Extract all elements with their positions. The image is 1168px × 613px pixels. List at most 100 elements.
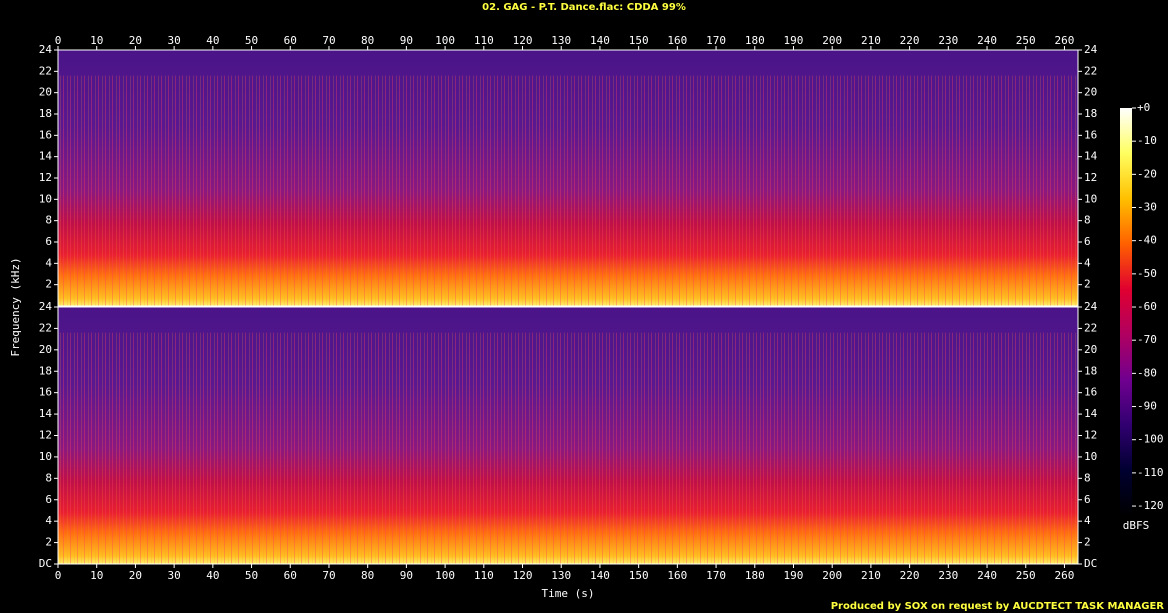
- x-tick-label: 20: [129, 34, 142, 47]
- x-tick-label: 70: [322, 34, 335, 47]
- y-tick-label: 8: [1084, 471, 1091, 484]
- x-tick-label: 100: [435, 34, 455, 47]
- x-tick-label: 100: [435, 569, 455, 582]
- y-tick-label: 20: [39, 86, 52, 99]
- colorbar-tick-label: -100: [1137, 433, 1164, 446]
- colorbar: [1120, 108, 1132, 516]
- y-tick-label: 14: [1084, 150, 1098, 163]
- x-tick-label: 160: [667, 569, 687, 582]
- x-tick-label: 10: [90, 569, 103, 582]
- y-tick-label: 10: [1084, 192, 1097, 205]
- x-tick-label: 200: [822, 34, 842, 47]
- y-tick-label: 6: [45, 493, 52, 506]
- colorbar-tick-label: -10: [1137, 134, 1157, 147]
- colorbar-tick-label: -120: [1137, 499, 1164, 512]
- x-tick-label: 140: [590, 34, 610, 47]
- y-tick-label: 24: [1084, 300, 1098, 313]
- x-tick-label: 120: [513, 34, 533, 47]
- colorbar-tick-label: -60: [1137, 300, 1157, 313]
- x-tick-label: 90: [400, 569, 413, 582]
- colorbar-tick-label: +0: [1137, 101, 1150, 114]
- x-tick-label: 80: [361, 569, 374, 582]
- y-tick-label: 2: [1084, 278, 1091, 291]
- x-tick-label: 250: [1016, 569, 1036, 582]
- spectrogram-texture: [58, 75, 1078, 306]
- x-tick-label: 50: [245, 569, 258, 582]
- y-tick-label: 20: [39, 343, 52, 356]
- x-tick-label: 140: [590, 569, 610, 582]
- y-tick-label: 22: [1084, 321, 1097, 334]
- y-tick-label: 10: [39, 450, 52, 463]
- y-tick-label: 10: [1084, 450, 1097, 463]
- x-tick-label: 130: [551, 34, 571, 47]
- x-tick-label: 210: [861, 34, 881, 47]
- y-tick-label: 10: [39, 192, 52, 205]
- y-tick-label: 18: [39, 107, 52, 120]
- y-tick-label: 6: [1084, 493, 1091, 506]
- x-tick-label: 170: [706, 34, 726, 47]
- y-tick-label: 14: [39, 150, 53, 163]
- y-tick-label: 12: [1084, 171, 1097, 184]
- y-tick-label: 2: [45, 536, 52, 549]
- x-tick-label: 180: [745, 34, 765, 47]
- y-tick-label: 12: [39, 429, 52, 442]
- y-tick-label: 18: [1084, 364, 1097, 377]
- x-tick-label: 40: [206, 34, 219, 47]
- x-tick-label: 200: [822, 569, 842, 582]
- x-tick-label: 60: [284, 569, 297, 582]
- x-tick-label: 10: [90, 34, 103, 47]
- x-tick-label: 90: [400, 34, 413, 47]
- x-tick-label: 130: [551, 569, 571, 582]
- y-tick-label: 4: [45, 256, 52, 269]
- x-tick-label: 30: [168, 34, 181, 47]
- y-tick-label: 8: [1084, 214, 1091, 227]
- x-tick-label: 150: [629, 34, 649, 47]
- colorbar-label: dBFS: [1123, 519, 1150, 532]
- y-tick-label: 22: [39, 64, 52, 77]
- footer: Produced by SOX on request by AUCDTECT T…: [831, 601, 1165, 612]
- x-tick-label: 110: [474, 569, 494, 582]
- y-tick-label: 4: [45, 514, 52, 527]
- colorbar-tick-label: -70: [1137, 333, 1157, 346]
- x-tick-label: 70: [322, 569, 335, 582]
- spectrogram-texture: [58, 332, 1078, 564]
- colorbar-tick-label: -20: [1137, 167, 1157, 180]
- x-tick-label: 210: [861, 569, 881, 582]
- y-tick-label: 2: [1084, 536, 1091, 549]
- y-tick-label: 20: [1084, 86, 1097, 99]
- y-tick-label: 18: [1084, 107, 1097, 120]
- y-tick-label: DC: [1084, 557, 1097, 570]
- colorbar-tick-label: -110: [1137, 466, 1164, 479]
- x-tick-label: 150: [629, 569, 649, 582]
- x-tick-label: 180: [745, 569, 765, 582]
- y-tick-label: 8: [45, 471, 52, 484]
- y-tick-label: 24: [39, 43, 53, 56]
- x-tick-label: 80: [361, 34, 374, 47]
- x-tick-label: 110: [474, 34, 494, 47]
- y-tick-label: 18: [39, 364, 52, 377]
- y-tick-label: 6: [45, 235, 52, 248]
- colorbar-tick-label: -50: [1137, 267, 1157, 280]
- x-tick-label: 30: [168, 569, 181, 582]
- x-tick-label: 50: [245, 34, 258, 47]
- x-tick-label: 250: [1016, 34, 1036, 47]
- y-tick-label: 4: [1084, 514, 1091, 527]
- x-tick-label: 230: [938, 34, 958, 47]
- x-tick-label: 190: [784, 569, 804, 582]
- x-tick-label: 230: [938, 569, 958, 582]
- y-tick-label: 4: [1084, 256, 1091, 269]
- y-tick-label: 2: [45, 278, 52, 291]
- y-tick-label: 14: [39, 407, 53, 420]
- x-tick-label: 240: [977, 569, 997, 582]
- x-tick-label: 220: [900, 34, 920, 47]
- y-tick-label: 16: [39, 386, 52, 399]
- x-tick-label: 170: [706, 569, 726, 582]
- y-tick-label: 12: [39, 171, 52, 184]
- colorbar-tick-label: -90: [1137, 400, 1157, 413]
- x-tick-label: 20: [129, 569, 142, 582]
- y-axis-label: Frequency (kHz): [9, 257, 22, 356]
- colorbar-tick-label: -30: [1137, 201, 1157, 214]
- y-tick-label: 16: [1084, 128, 1097, 141]
